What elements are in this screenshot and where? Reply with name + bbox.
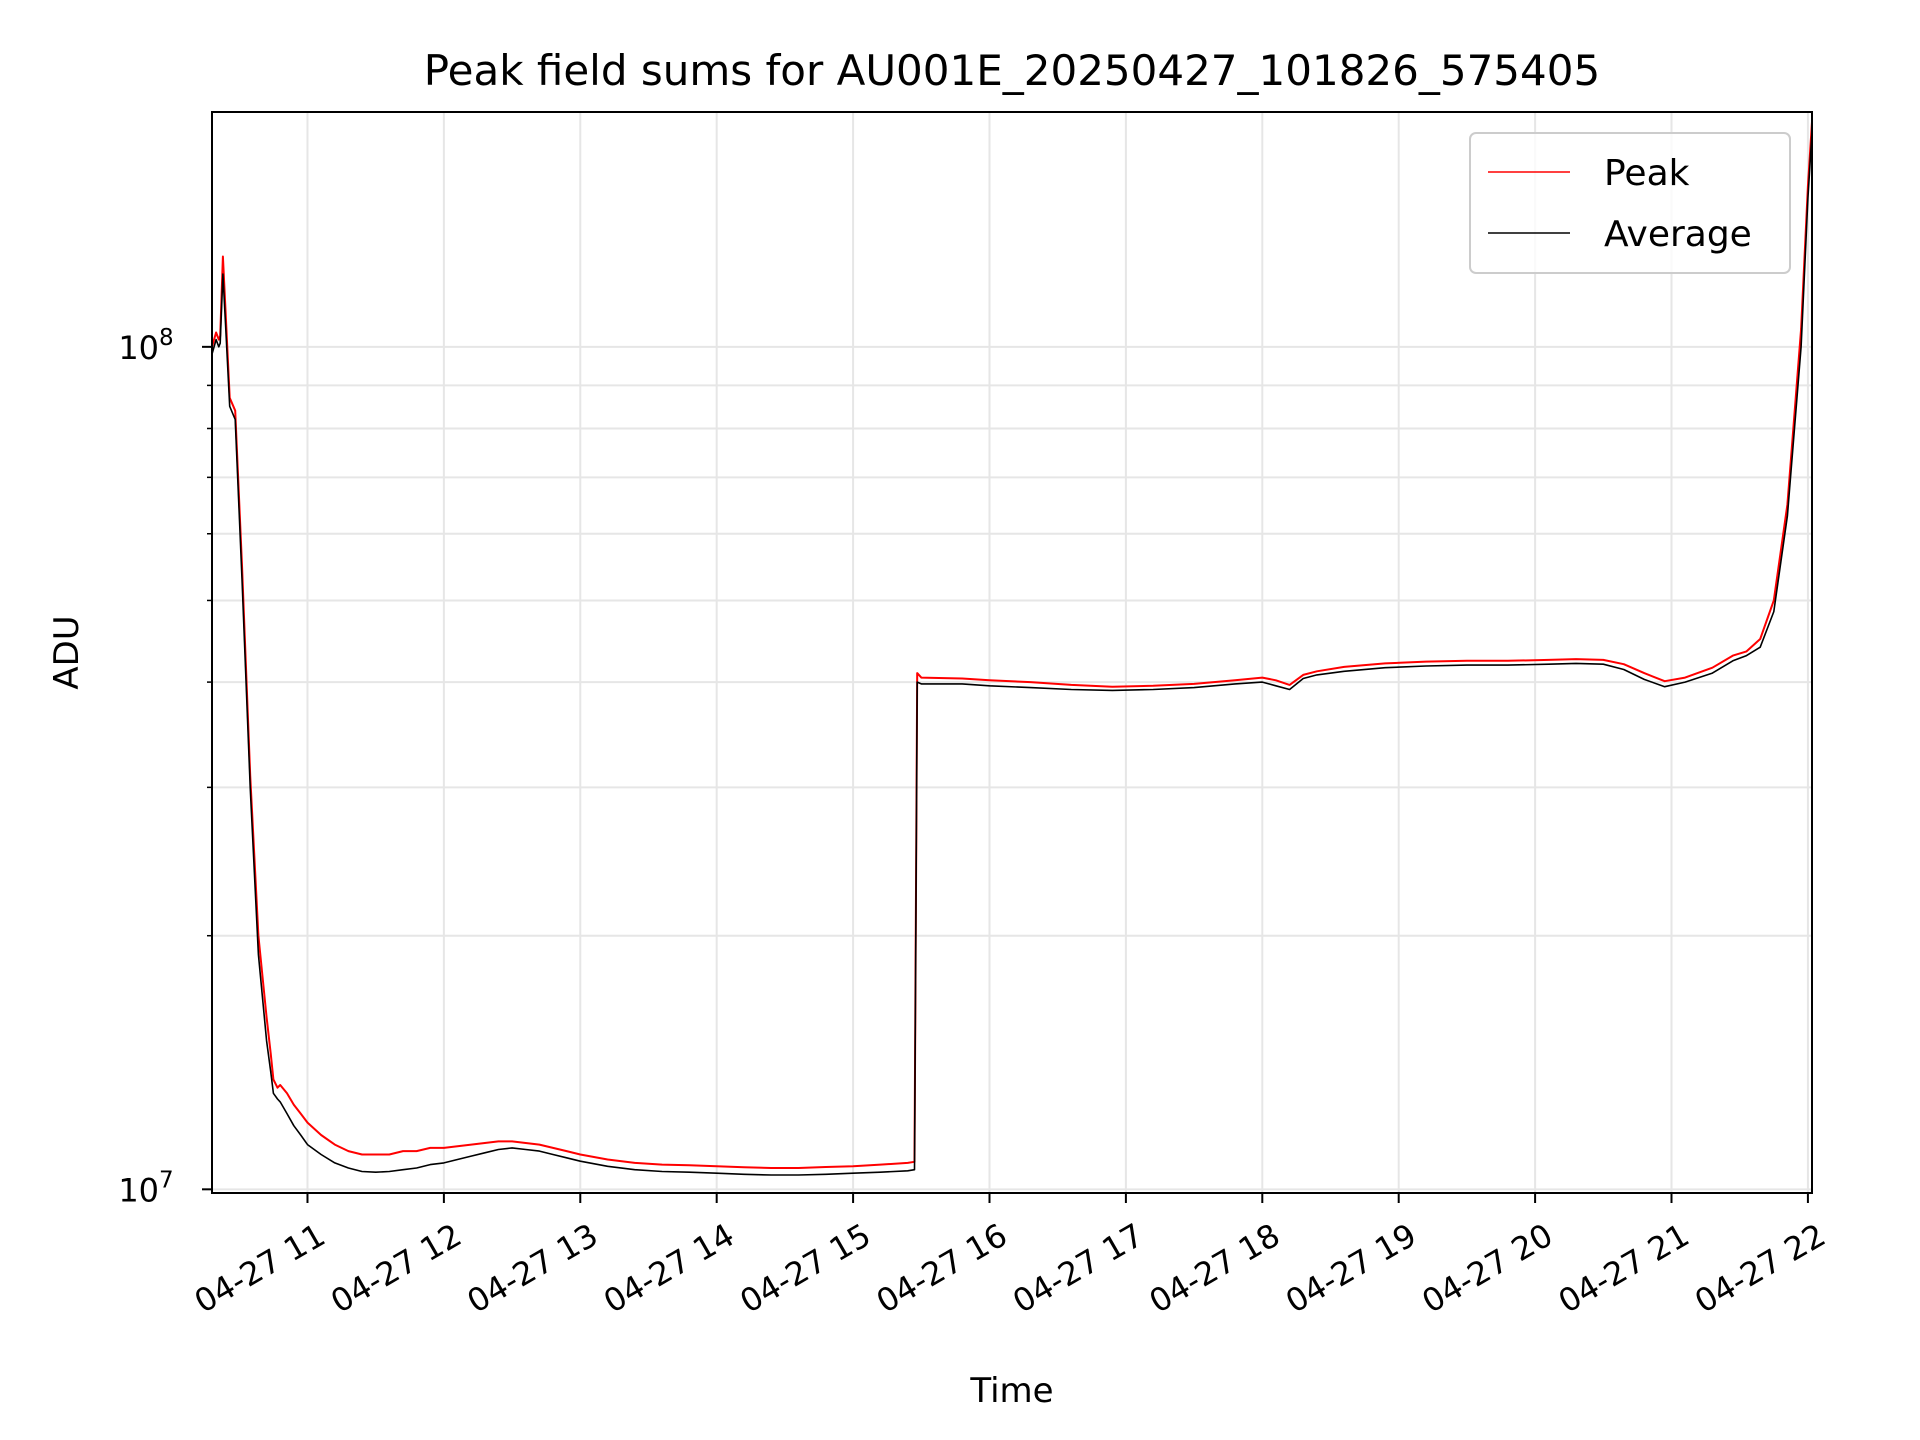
legend-box: [1469, 132, 1791, 274]
y-tick-label: 108: [118, 325, 173, 367]
legend: Peak Average: [1469, 132, 1791, 274]
y-tick-exponent: 7: [159, 1167, 174, 1193]
x-tick-label: 04-27 14: [597, 1216, 741, 1321]
x-tick-label: 04-27 22: [1688, 1216, 1832, 1321]
x-tick-label: 04-27 21: [1552, 1216, 1696, 1321]
series-line-average: [211, 131, 1813, 1176]
x-tick-label: 04-27 19: [1279, 1216, 1423, 1321]
x-tick-label: 04-27 20: [1416, 1216, 1560, 1321]
series-line-peak: [211, 121, 1813, 1169]
x-tick-label: 04-27 18: [1143, 1216, 1287, 1321]
legend-label-peak: Peak: [1604, 153, 1690, 194]
x-tick-label: 04-27 13: [461, 1216, 605, 1321]
x-tick-label: 04-27 16: [870, 1216, 1014, 1321]
x-tick-label: 04-27 15: [733, 1216, 877, 1321]
x-tick-label: 04-27 11: [188, 1216, 332, 1321]
x-tick-label: 04-27 17: [1006, 1216, 1150, 1321]
grid-layer: [212, 112, 1812, 1193]
y-tick-exponent: 8: [159, 325, 174, 351]
x-axis-title: Time: [969, 1371, 1053, 1411]
series-layer: [211, 121, 1813, 1176]
y-tick-base: 10: [118, 329, 159, 367]
y-tick-base: 10: [118, 1171, 159, 1209]
y-axis-title: ADU: [47, 615, 87, 689]
chart-title: Peak field sums for AU001E_20250427_1018…: [424, 46, 1600, 95]
y-tick-label: 107: [118, 1167, 173, 1209]
x-tick-label: 04-27 12: [324, 1216, 468, 1321]
legend-label-average: Average: [1604, 214, 1752, 255]
plot-frame: [211, 111, 1813, 1194]
